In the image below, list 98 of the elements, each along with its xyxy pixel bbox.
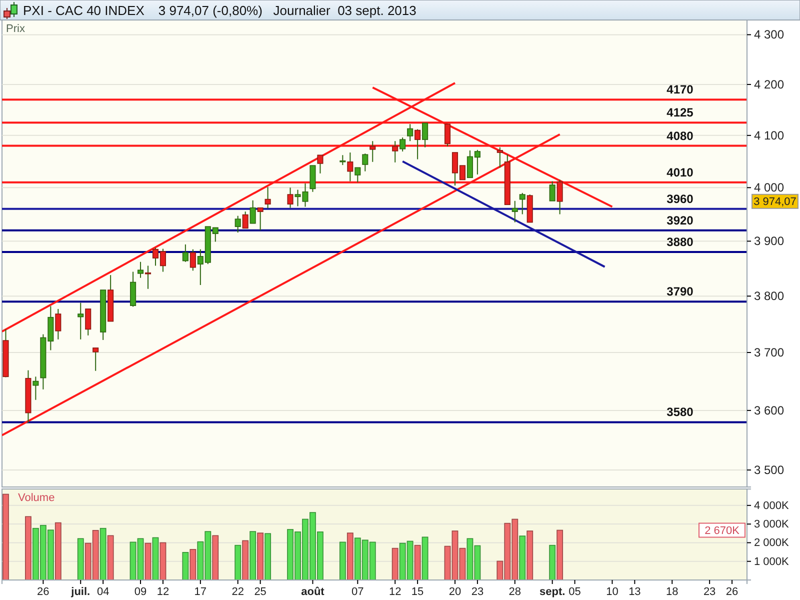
chart-subtitle: 3 974,07 (-0,80%) Journalier 03 sept. 2013 — [158, 3, 416, 18]
y-tick-label: 3 000K — [754, 518, 790, 531]
x-tick-label: juil. — [70, 586, 90, 598]
candlestick — [250, 200, 256, 224]
ref-line-label: 3920 — [666, 213, 694, 228]
y-tick-label: 1 000K — [754, 556, 790, 568]
ref-line-label: 3790 — [666, 284, 694, 299]
y-tick-label: 3 900 — [754, 234, 784, 248]
candlestick — [182, 244, 188, 262]
ref-line-label: 4170 — [666, 82, 694, 97]
x-tick-label: 28 — [508, 586, 522, 598]
x-tick-label: 07 — [352, 586, 364, 598]
y-tick-label: 4 100 — [754, 128, 784, 142]
candlestick — [512, 200, 518, 223]
bar — [339, 542, 346, 580]
candlestick — [362, 153, 368, 172]
ref-line-label: 3580 — [666, 405, 694, 420]
candlestick — [317, 154, 324, 174]
x-tick-label: 15 — [411, 586, 424, 598]
bar — [414, 544, 421, 580]
y-tick-label: 4 300 — [754, 28, 784, 42]
x-tick-label: 13 — [628, 586, 641, 598]
bar — [257, 532, 264, 580]
bar — [526, 530, 534, 580]
x-tick-label: 04 — [96, 586, 110, 598]
ref-line-label: 4080 — [666, 128, 694, 143]
x-tick-label: 22 — [232, 586, 244, 598]
x-tick-label: 12 — [388, 586, 402, 598]
x-tick-label: 20 — [448, 586, 462, 598]
candlestick — [370, 140, 376, 162]
bar — [160, 542, 166, 580]
candlestick — [78, 302, 84, 340]
bar — [100, 528, 106, 580]
candlestick — [137, 261, 144, 278]
x-tick-label: 23 — [703, 586, 716, 598]
candlestick — [519, 192, 526, 215]
bar — [556, 530, 564, 580]
annotation: 2 670K — [704, 525, 740, 538]
bar — [182, 552, 189, 580]
bar — [549, 544, 556, 580]
candlestick — [549, 180, 556, 202]
candlestick — [354, 167, 361, 183]
bar — [519, 536, 526, 580]
candlestick — [496, 146, 503, 168]
text: 3 974,07 — [754, 196, 796, 208]
bar — [234, 544, 242, 580]
bar — [2, 494, 9, 580]
y-tick-label: 3 800 — [754, 288, 784, 303]
bar — [152, 537, 159, 580]
candlestick — [92, 347, 99, 372]
bar — [25, 516, 32, 580]
y-axis-title: Prix — [6, 23, 26, 35]
candlestick — [264, 186, 271, 209]
bar — [54, 522, 62, 580]
candlestick — [234, 215, 241, 234]
ref-line-label: 3880 — [666, 235, 694, 250]
x-tick-label: août — [301, 586, 325, 598]
y-axis-title: Volume — [18, 492, 55, 504]
y-tick-label: 3 500 — [754, 462, 784, 477]
x-tick-label: 12 — [156, 586, 170, 598]
candlestick — [407, 124, 414, 142]
x-tick-label: 17 — [194, 586, 207, 598]
ref-line-label: 4125 — [666, 106, 694, 120]
candlestick — [400, 136, 406, 152]
x-tick-label: sept. — [539, 586, 566, 598]
bar — [242, 540, 249, 580]
bar — [212, 535, 219, 580]
y-tick-label: 3 700 — [754, 345, 784, 360]
candlestick — [422, 122, 428, 148]
bar — [77, 538, 84, 580]
candlestick — [444, 124, 451, 147]
bar — [422, 536, 428, 580]
candlestick — [32, 376, 39, 400]
y-tick-label: 4 000K — [754, 500, 790, 512]
y-tick-label: 4 200 — [754, 77, 784, 92]
bar — [250, 531, 256, 580]
y-tick-label: 4 000 — [754, 180, 784, 194]
y-tick-label: 2 000K — [754, 537, 790, 550]
bar — [264, 533, 272, 580]
ref-line-label: 4010 — [666, 165, 694, 180]
x-tick-label: 23 — [471, 586, 484, 598]
bar — [392, 548, 398, 580]
bar — [107, 535, 114, 580]
bar — [190, 549, 196, 580]
bar — [144, 542, 152, 580]
x-tick-label: 26 — [37, 586, 50, 598]
x-tick-label: 26 — [726, 586, 738, 598]
x-tick-label: 05 — [568, 586, 581, 598]
x-tick-label: 25 — [254, 586, 266, 598]
x-tick-label: 10 — [606, 586, 618, 598]
y-tick-label: 3 600 — [754, 403, 784, 418]
bar — [346, 532, 354, 580]
candlestick — [310, 165, 316, 192]
candlestick — [130, 271, 136, 308]
ref-line-label: 3960 — [666, 192, 694, 206]
x-tick-label: 18 — [666, 586, 678, 598]
chart-title: PXI - CAC 40 INDEX — [23, 3, 145, 18]
x-tick-label: 09 — [134, 586, 147, 598]
